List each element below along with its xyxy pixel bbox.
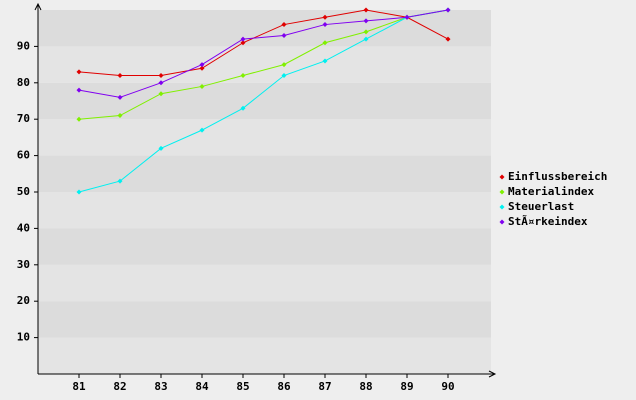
data-point: [240, 36, 246, 42]
data-point: [281, 32, 287, 38]
y-tick-label: 20: [17, 294, 30, 307]
data-point: [199, 65, 205, 71]
data-point: [322, 14, 328, 20]
data-point: [117, 73, 123, 79]
data-point: [76, 189, 82, 195]
data-point: [404, 14, 410, 20]
data-point: [322, 58, 328, 64]
data-point: [363, 36, 369, 42]
legend-marker: [499, 189, 505, 195]
x-tick-label: 90: [441, 380, 454, 393]
data-point: [281, 62, 287, 68]
legend-label: Materialindex: [508, 185, 594, 198]
data-point: [363, 18, 369, 24]
data-point: [117, 94, 123, 100]
data-point: [240, 40, 246, 46]
legend-marker: [499, 204, 505, 210]
data-point: [76, 87, 82, 93]
series-line: [78, 9, 449, 120]
grid-band: [38, 46, 491, 83]
data-point: [158, 145, 164, 151]
y-tick-label: 30: [17, 258, 30, 271]
data-point: [199, 62, 205, 68]
data-point: [281, 73, 287, 79]
series-line: [78, 9, 449, 193]
x-tick-label: 85: [236, 380, 249, 393]
y-tick-label: 70: [17, 112, 30, 125]
data-point: [199, 83, 205, 89]
grid-band: [38, 82, 491, 120]
data-point: [322, 40, 328, 46]
y-tick-label: 90: [17, 39, 30, 52]
grid-band: [38, 301, 491, 338]
y-tick-label: 50: [17, 185, 30, 198]
y-tick-label: 60: [17, 149, 30, 162]
data-point: [445, 36, 451, 42]
grid-band: [38, 10, 491, 47]
legend-label: StÃ¤rkeindex: [508, 215, 588, 228]
x-tick-label: 89: [400, 380, 413, 393]
series-line: [78, 9, 449, 77]
legend-label: Einflussbereich: [508, 170, 607, 183]
data-point: [240, 105, 246, 111]
legend-marker: [499, 219, 505, 225]
series-line: [78, 9, 449, 98]
x-tick-label: 81: [72, 380, 86, 393]
y-tick-label: 40: [17, 221, 30, 234]
grid-band: [38, 155, 491, 192]
legend-label: Steuerlast: [508, 200, 574, 213]
y-tick-label: 10: [17, 331, 30, 344]
grid-band: [38, 192, 491, 229]
data-point: [322, 22, 328, 28]
data-point: [117, 178, 123, 184]
data-point: [445, 7, 451, 13]
grid-band: [38, 119, 491, 156]
x-tick-label: 82: [113, 380, 126, 393]
legend-marker: [499, 174, 505, 180]
x-tick-label: 86: [277, 380, 291, 393]
x-tick-label: 83: [154, 380, 167, 393]
data-point: [76, 69, 82, 75]
data-point: [158, 73, 164, 79]
data-point: [281, 22, 287, 28]
x-tick-label: 87: [318, 380, 331, 393]
data-point: [158, 91, 164, 97]
grid-band: [38, 228, 491, 265]
grid-band: [38, 337, 491, 374]
data-point: [363, 7, 369, 13]
y-axis-arrow: [34, 2, 42, 11]
data-point: [199, 127, 205, 133]
data-point: [117, 113, 123, 119]
data-point: [240, 73, 246, 79]
x-tick-label: 88: [359, 380, 372, 393]
data-point: [158, 80, 164, 86]
y-tick-label: 80: [17, 76, 30, 89]
data-point: [76, 116, 82, 122]
data-point: [363, 29, 369, 35]
x-tick-label: 84: [195, 380, 209, 393]
x-axis-arrow: [488, 370, 497, 378]
grid-band: [38, 264, 491, 302]
